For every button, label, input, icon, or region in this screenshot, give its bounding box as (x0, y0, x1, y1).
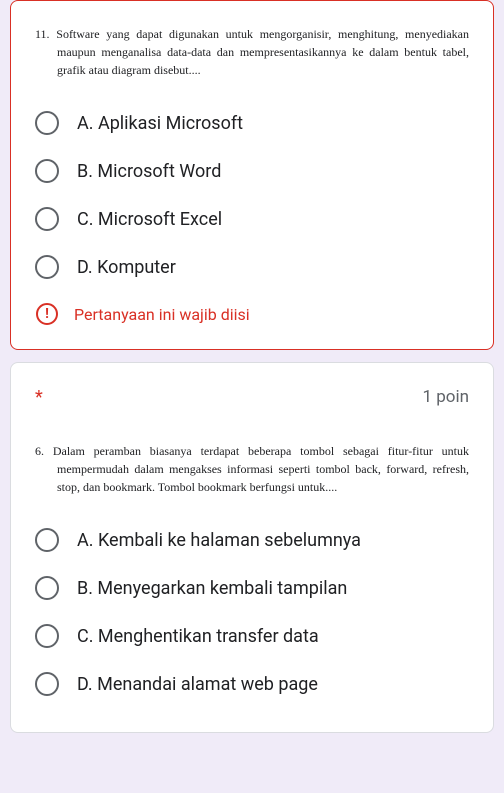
question-text: 11. Software yang dapat digunakan untuk … (35, 25, 469, 79)
option-label: B. Microsoft Word (77, 161, 221, 182)
radio-icon (35, 624, 59, 648)
option-a[interactable]: A. Aplikasi Microsoft (35, 99, 469, 147)
question-card-11: 11. Software yang dapat digunakan untuk … (10, 0, 494, 350)
radio-icon (35, 159, 59, 183)
question-body: Software yang dapat digunakan untuk meng… (56, 27, 469, 77)
question-number: 11. (35, 27, 50, 41)
option-d[interactable]: D. Menandai alamat web page (35, 660, 469, 708)
required-indicator: * (35, 387, 43, 408)
question-text: 6. Dalam peramban biasanya terdapat bebe… (35, 442, 469, 496)
radio-icon (35, 672, 59, 696)
radio-icon (35, 111, 59, 135)
option-label: A. Aplikasi Microsoft (77, 113, 243, 134)
question-header: * 1 poin (35, 387, 469, 408)
option-b[interactable]: B. Menyegarkan kembali tampilan (35, 564, 469, 612)
option-d[interactable]: D. Komputer (35, 243, 469, 291)
radio-icon (35, 207, 59, 231)
radio-icon (35, 576, 59, 600)
option-c[interactable]: C. Menghentikan transfer data (35, 612, 469, 660)
points-label: 1 poin (422, 387, 469, 407)
question-body: Dalam peramban biasanya terdapat beberap… (53, 444, 469, 494)
radio-icon (35, 255, 59, 279)
error-text: Pertanyaan ini wajib diisi (74, 305, 250, 324)
option-a[interactable]: A. Kembali ke halaman sebelumnya (35, 516, 469, 564)
question-card-6: * 1 poin 6. Dalam peramban biasanya terd… (10, 362, 494, 733)
option-label: C. Menghentikan transfer data (77, 626, 319, 647)
option-label: A. Kembali ke halaman sebelumnya (77, 530, 361, 551)
option-label: C. Microsoft Excel (77, 209, 222, 230)
option-label: D. Menandai alamat web page (77, 674, 318, 695)
option-label: D. Komputer (77, 257, 176, 278)
option-label: B. Menyegarkan kembali tampilan (77, 578, 347, 599)
option-c[interactable]: C. Microsoft Excel (35, 195, 469, 243)
option-b[interactable]: B. Microsoft Word (35, 147, 469, 195)
error-message-row: ! Pertanyaan ini wajib diisi (35, 303, 469, 325)
question-number: 6. (35, 444, 44, 458)
alert-icon: ! (36, 303, 58, 325)
radio-icon (35, 528, 59, 552)
